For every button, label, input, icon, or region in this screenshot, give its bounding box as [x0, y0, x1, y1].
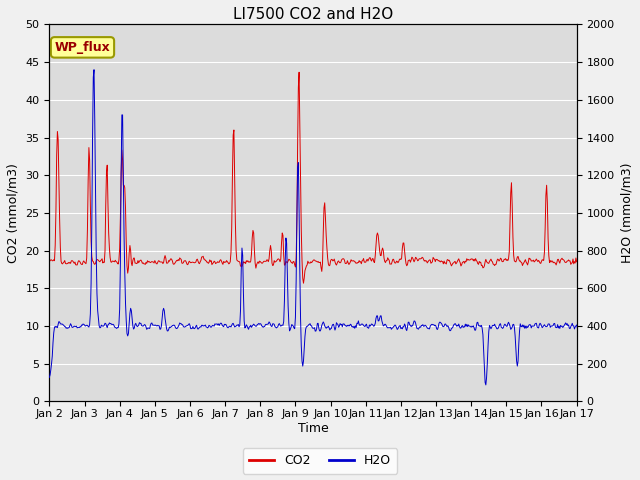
Legend: CO2, H2O: CO2, H2O	[243, 448, 397, 474]
Title: LI7500 CO2 and H2O: LI7500 CO2 and H2O	[233, 7, 393, 22]
Y-axis label: CO2 (mmol/m3): CO2 (mmol/m3)	[7, 163, 20, 263]
Text: WP_flux: WP_flux	[54, 41, 110, 54]
Y-axis label: H2O (mmol/m3): H2O (mmol/m3)	[620, 163, 633, 263]
X-axis label: Time: Time	[298, 421, 328, 435]
